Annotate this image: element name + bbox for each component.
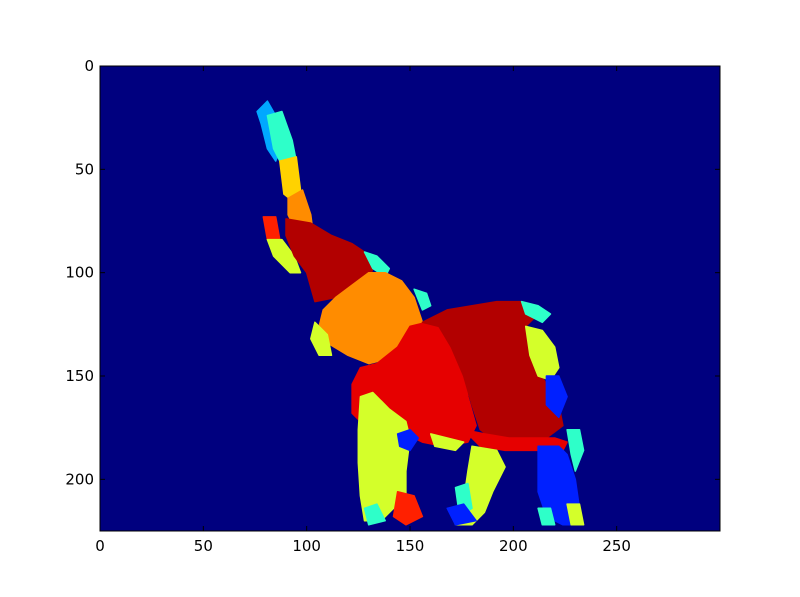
- segment-mid-foot-blue: [446, 503, 477, 526]
- y-axis: 0 50 100 150 200: [65, 57, 720, 488]
- segment-hind-blue: [545, 375, 568, 419]
- segment-front-foot-cyan: [363, 503, 386, 526]
- segment-trunk-curl-yellow: [266, 238, 302, 274]
- x-tick-label-50: 50: [194, 537, 213, 555]
- x-tick-label-250: 250: [602, 537, 631, 555]
- y-tick-label-150: 150: [65, 367, 94, 385]
- x-tick-label-0: 0: [95, 537, 105, 555]
- segment-hind-foot-cyan: [537, 507, 556, 526]
- y-tick-label-50: 50: [75, 160, 94, 178]
- y-tick-label-0: 0: [84, 57, 94, 75]
- segment-belly-red: [462, 428, 568, 452]
- segment-back-cyan: [520, 300, 552, 324]
- segment-rump-yellow: [524, 325, 560, 381]
- segment-hind-foot-yellow: [566, 503, 585, 526]
- x-tick-label-200: 200: [499, 537, 528, 555]
- segment-neck-cyan: [413, 288, 432, 311]
- x-axis: 0 50 100 150 200 250: [95, 66, 631, 555]
- segment-trunk-base-yellow: [310, 321, 333, 357]
- y-tick-label-200: 200: [65, 470, 94, 488]
- segment-body-darkred: [421, 300, 564, 448]
- segment-hind-leg-cyan: [566, 428, 585, 472]
- x-tick-label-100: 100: [292, 537, 321, 555]
- segment-front-foot-red: [392, 490, 424, 526]
- segment-head-cyan-edge: [363, 251, 391, 278]
- segments-layer: [256, 100, 585, 526]
- segment-front-leg-blue: [396, 428, 420, 452]
- x-tick-label-150: 150: [396, 537, 425, 555]
- plot-area: [100, 66, 720, 531]
- segment-belly-yellow: [429, 433, 465, 452]
- y-tick-label-100: 100: [65, 264, 94, 282]
